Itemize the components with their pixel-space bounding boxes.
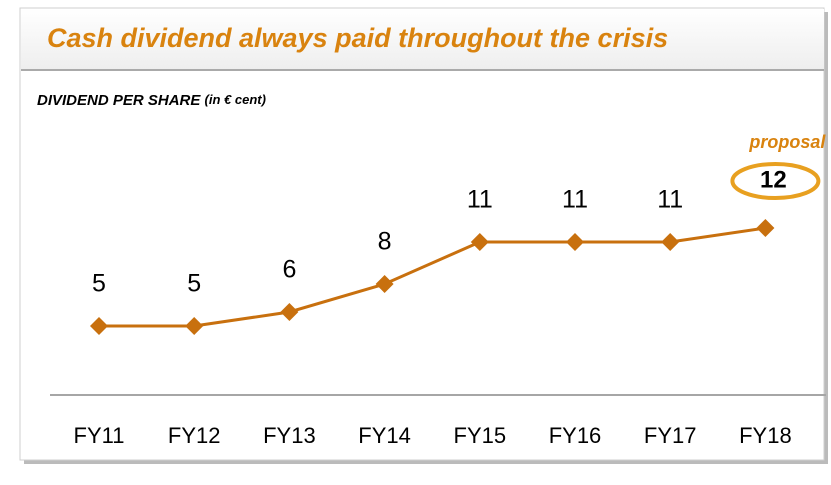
line bbox=[99, 226, 766, 328]
marker bbox=[375, 275, 394, 293]
chart-title: Cash dividend always paid throughout the… bbox=[47, 23, 668, 53]
x-tick-label: FY18 bbox=[739, 423, 792, 448]
marker bbox=[756, 219, 775, 237]
marker bbox=[185, 317, 204, 335]
chart-subtitle: DIVIDEND PER SHARE (in € cent) bbox=[37, 92, 266, 109]
highlight-ring bbox=[730, 162, 821, 200]
x-tick-label: FY11 bbox=[74, 423, 125, 448]
data-label: 5 bbox=[187, 270, 201, 298]
data-label: 11 bbox=[562, 186, 588, 214]
data-label: 6 bbox=[282, 256, 296, 284]
unit-text: (in € cent) bbox=[205, 92, 266, 107]
marker bbox=[566, 233, 584, 251]
annotation: proposal bbox=[748, 132, 826, 152]
x-tick-label: FY16 bbox=[549, 423, 602, 448]
marker bbox=[661, 233, 680, 251]
marker bbox=[470, 233, 489, 251]
x-tick-label: FY13 bbox=[263, 423, 316, 448]
marker bbox=[280, 303, 299, 321]
data-label: 11 bbox=[657, 186, 683, 214]
x-tick-label: FY12 bbox=[168, 423, 221, 448]
panel bbox=[19, 7, 825, 461]
subtitle-text: DIVIDEND PER SHARE bbox=[37, 92, 201, 109]
data-label: 5 bbox=[92, 270, 106, 298]
data-label: 11 bbox=[467, 186, 493, 214]
data-label: 8 bbox=[378, 228, 392, 256]
x-tick-label: FY17 bbox=[644, 423, 697, 448]
x-tick-label: FY14 bbox=[358, 423, 411, 448]
marker bbox=[90, 317, 108, 335]
x-tick-label: FY15 bbox=[454, 423, 507, 448]
data-label: 12 bbox=[760, 166, 787, 193]
header-band bbox=[21, 9, 824, 70]
